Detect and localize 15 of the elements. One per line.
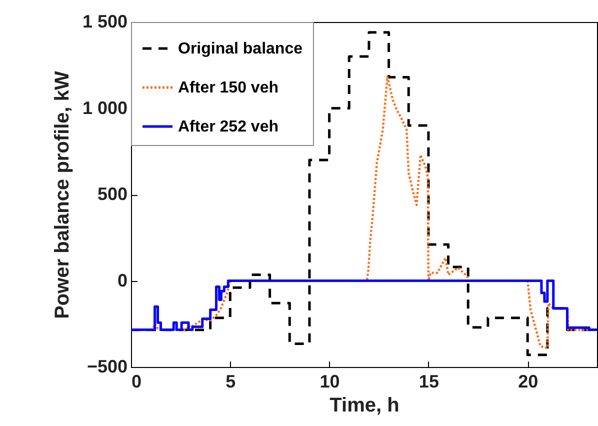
x-tick-label: 10 [320,372,340,392]
y-tick-label: −500 [86,356,128,376]
y-tick-label: 0 [117,270,128,290]
x-axis-title: Time, h [330,394,400,416]
x-tick-label: 5 [226,372,236,392]
y-tick-label: 1 500 [82,12,128,32]
legend-label: After 150 veh [178,80,278,96]
legend-label: Original balance [178,40,303,58]
legend-label: After 252 veh [178,118,278,136]
x-tick-label: 15 [418,372,439,392]
x-tick-label: 20 [518,372,538,392]
y-tick-label: 1 000 [82,98,128,118]
x-tick-label: 0 [132,372,142,392]
y-axis-title: Power balance profile, kW [51,70,74,319]
y-tick-label: 500 [97,184,128,204]
